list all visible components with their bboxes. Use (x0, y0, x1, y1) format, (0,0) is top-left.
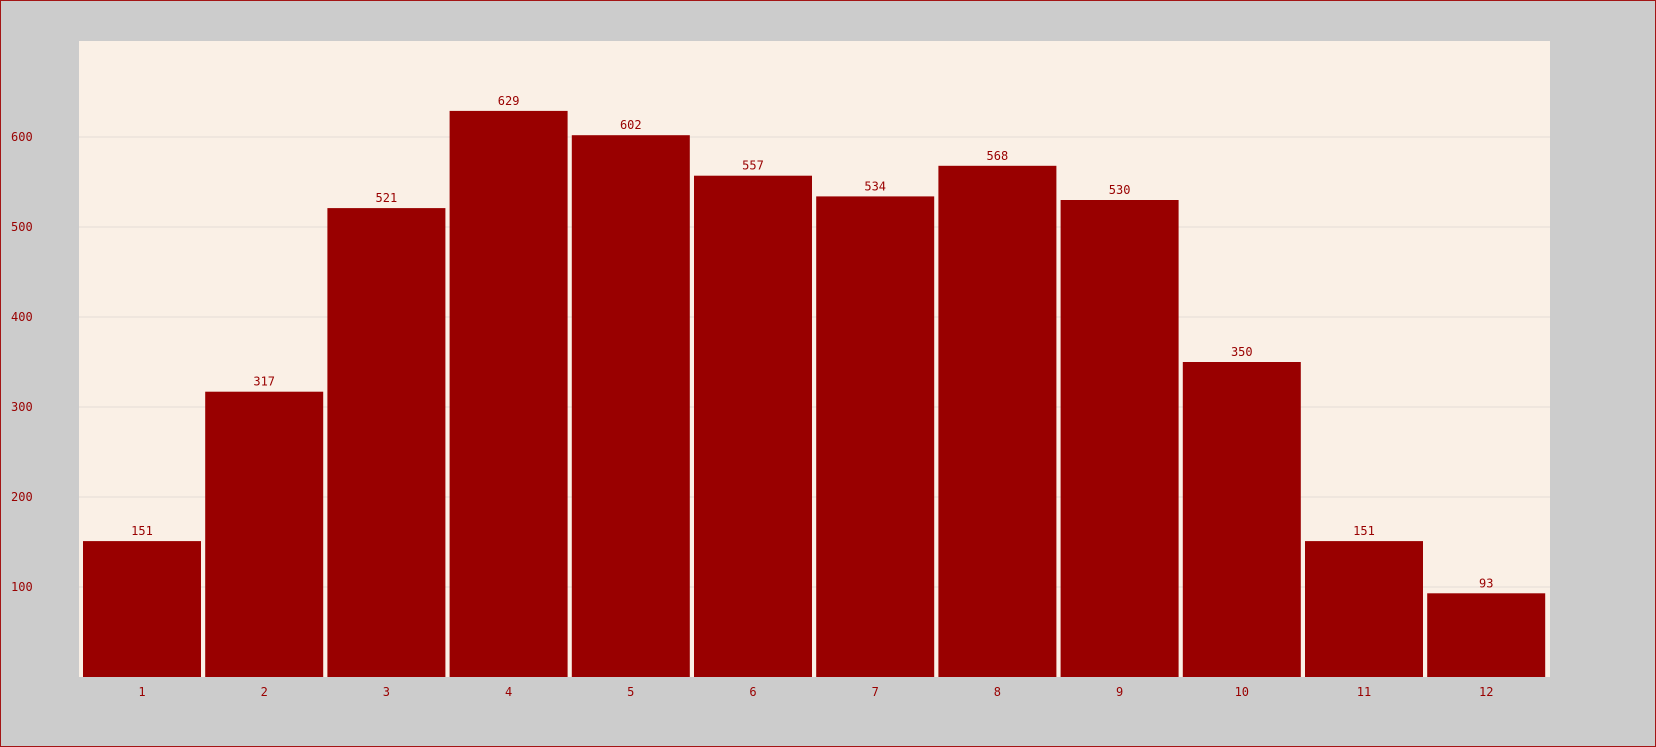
x-tick-label: 10 (1235, 685, 1249, 699)
data-label: 317 (253, 375, 275, 389)
x-tick-label: 12 (1479, 685, 1493, 699)
y-tick-label: 400 (11, 310, 33, 324)
x-tick-label: 5 (627, 685, 634, 699)
y-axis-ticks: 100 200 300 400 500 600 (11, 130, 33, 594)
bar-4 (449, 110, 568, 677)
data-label: 521 (376, 191, 398, 205)
x-tick-label: 6 (749, 685, 756, 699)
bar-2 (205, 391, 324, 677)
x-axis-ticks: 1 2 3 4 5 6 7 8 9 10 11 12 (138, 685, 1493, 699)
y-tick-label: 500 (11, 220, 33, 234)
y-tick-label: 300 (11, 400, 33, 414)
x-tick-label: 1 (138, 685, 145, 699)
data-label: 151 (131, 524, 153, 538)
x-tick-label: 8 (994, 685, 1001, 699)
bar-7 (816, 196, 935, 677)
y-tick-label: 200 (11, 490, 33, 504)
data-label: 557 (742, 159, 764, 173)
data-labels: 151 317 521 629 602 557 534 568 530 350 151 93 (131, 94, 1493, 590)
data-label: 534 (864, 179, 886, 193)
x-tick-label: 4 (505, 685, 512, 699)
bar-11 (1305, 541, 1423, 677)
plot-area (79, 41, 1550, 677)
y-tick-label: 100 (11, 580, 33, 594)
x-tick-label: 11 (1357, 685, 1371, 699)
bars (83, 110, 1546, 678)
bar-5 (571, 135, 690, 677)
y-tick-label: 600 (11, 130, 33, 144)
gridlines (79, 136, 1550, 588)
bar-8 (938, 165, 1057, 678)
data-label: 530 (1109, 183, 1131, 197)
x-tick-label: 3 (383, 685, 390, 699)
bar-6 (694, 175, 812, 677)
x-tick-label: 7 (872, 685, 879, 699)
x-tick-label: 2 (261, 685, 268, 699)
data-label: 629 (498, 94, 520, 108)
data-label: 602 (620, 118, 642, 132)
bar-3 (327, 208, 446, 677)
bar-1 (83, 541, 201, 677)
bar-10 (1182, 362, 1301, 677)
bar-9 (1060, 200, 1179, 677)
data-label: 568 (987, 149, 1009, 163)
data-label: 151 (1353, 524, 1375, 538)
bar-12 (1427, 593, 1546, 677)
data-label: 93 (1479, 576, 1493, 590)
data-label: 350 (1231, 345, 1253, 359)
x-tick-label: 9 (1116, 685, 1123, 699)
